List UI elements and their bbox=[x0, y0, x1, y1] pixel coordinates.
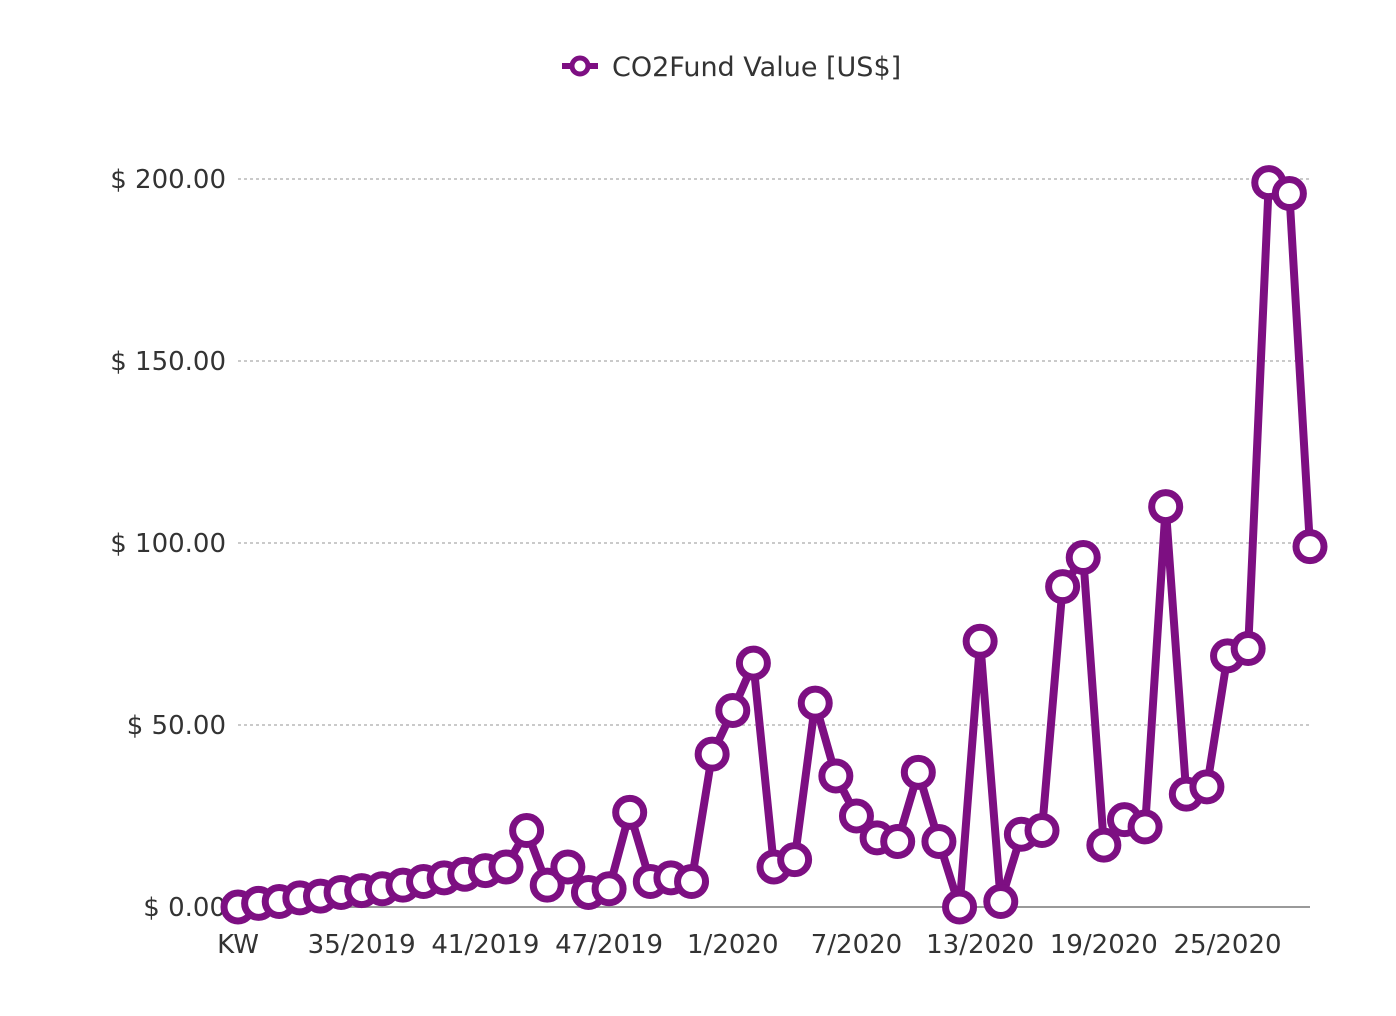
x-tick-label: 7/2020 bbox=[811, 930, 902, 960]
y-tick-label: $ 50.00 bbox=[127, 711, 226, 741]
data-point bbox=[1086, 827, 1122, 863]
legend-swatch-marker bbox=[569, 55, 591, 77]
data-point bbox=[921, 823, 957, 859]
x-tick-label: 19/2020 bbox=[1050, 930, 1158, 960]
y-tick-label: $ 200.00 bbox=[110, 165, 226, 195]
data-point bbox=[735, 645, 771, 681]
data-point bbox=[591, 871, 627, 907]
y-axis-tick-labels: $ 0.00 $ 50.00 $ 100.00 $ 150.00 $ 200.00 bbox=[110, 165, 226, 923]
y-tick-label: $ 100.00 bbox=[110, 529, 226, 559]
legend-label: CO2Fund Value [US$] bbox=[612, 52, 901, 83]
data-point bbox=[900, 754, 936, 790]
x-tick-label: 41/2019 bbox=[431, 930, 539, 960]
x-tick-label: 13/2020 bbox=[926, 930, 1034, 960]
data-point bbox=[1292, 529, 1328, 565]
data-point bbox=[715, 692, 751, 728]
series-line-co2fund bbox=[234, 178, 1314, 911]
data-point bbox=[1127, 809, 1163, 845]
data-point bbox=[1230, 631, 1266, 667]
x-tick-label: 1/2020 bbox=[687, 930, 778, 960]
data-point bbox=[1271, 176, 1307, 212]
data-point bbox=[880, 823, 916, 859]
data-point bbox=[838, 798, 874, 834]
data-point bbox=[962, 623, 998, 659]
data-point bbox=[1065, 540, 1101, 576]
data-point bbox=[1045, 569, 1081, 605]
data-point bbox=[818, 758, 854, 794]
legend: CO2Fund Value [US$] bbox=[562, 52, 901, 83]
data-point bbox=[488, 849, 524, 885]
x-axis-tick-labels: KW 35/2019 41/2019 47/2019 1/2020 7/2020 13/20… bbox=[217, 930, 1281, 960]
data-point bbox=[529, 867, 565, 903]
data-point bbox=[509, 813, 545, 849]
series-markers bbox=[220, 165, 1328, 925]
y-tick-label: $ 150.00 bbox=[110, 347, 226, 377]
data-point bbox=[694, 736, 730, 772]
x-tick-label: 35/2019 bbox=[308, 930, 416, 960]
data-point bbox=[1189, 769, 1225, 805]
x-tick-label: 25/2020 bbox=[1174, 930, 1282, 960]
data-point bbox=[983, 884, 1019, 920]
data-point bbox=[674, 864, 710, 900]
y-tick-label: $ 0.00 bbox=[143, 893, 226, 923]
data-point bbox=[777, 842, 813, 878]
data-point bbox=[797, 685, 833, 721]
data-point bbox=[1024, 813, 1060, 849]
x-tick-label: KW bbox=[217, 930, 259, 960]
data-point bbox=[612, 794, 648, 830]
y-gridlines bbox=[238, 178, 1310, 726]
data-point bbox=[1148, 489, 1184, 525]
x-tick-label: 47/2019 bbox=[555, 930, 663, 960]
data-point bbox=[942, 889, 978, 925]
data-point bbox=[550, 849, 586, 885]
